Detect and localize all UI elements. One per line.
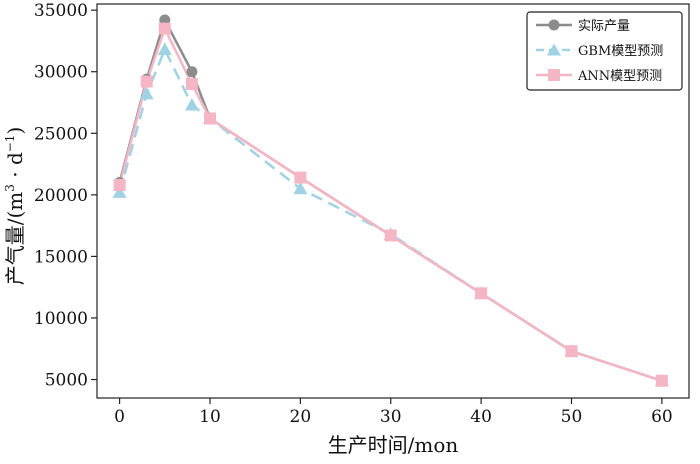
y-axis-title-main: 产气量/(m bbox=[3, 192, 27, 286]
y-axis-title-sup2: −1 bbox=[3, 135, 17, 153]
legend-label-gbm: GBM模型预测 bbox=[578, 44, 663, 59]
point-ann bbox=[158, 22, 171, 35]
legend-box bbox=[526, 11, 683, 91]
y-tick-label: 15000 bbox=[34, 247, 88, 267]
point-ann bbox=[565, 345, 578, 358]
point-ann bbox=[113, 178, 126, 191]
series-line-ann bbox=[118, 27, 663, 382]
plot-frame bbox=[96, 3, 690, 399]
y-tick-label: 5000 bbox=[45, 371, 88, 391]
point-actual bbox=[186, 66, 198, 78]
x-tick-label: 50 bbox=[561, 407, 583, 427]
point-ann bbox=[203, 112, 216, 125]
axis-ticks: 0 10 20 30 40 50 60 5000 10000 15000 20000 25000 300… bbox=[34, 1, 673, 427]
point-ann bbox=[655, 374, 668, 387]
plot-area bbox=[96, 3, 690, 399]
point-ann bbox=[140, 75, 153, 88]
y-axis-title: 产气量/(m3 · d−1) bbox=[3, 127, 27, 286]
x-tick-label: 60 bbox=[651, 407, 673, 427]
point-gbm bbox=[157, 42, 172, 56]
x-tick-label: 0 bbox=[114, 407, 125, 427]
y-tick-label: 25000 bbox=[34, 124, 88, 144]
x-tick-label: 20 bbox=[290, 407, 312, 427]
y-tick-label: 30000 bbox=[34, 63, 88, 83]
legend-label-ann: ANN模型预测 bbox=[577, 69, 662, 84]
point-gbm bbox=[112, 185, 127, 198]
x-tick-label: 40 bbox=[470, 407, 492, 427]
point-ann bbox=[185, 78, 198, 91]
x-tick-label: 10 bbox=[199, 407, 221, 427]
x-axis-title: 生产时间/mon bbox=[328, 433, 459, 457]
point-gbm bbox=[293, 181, 308, 195]
legend-marker-actual bbox=[548, 19, 560, 31]
legend-marker-gbm bbox=[547, 43, 561, 56]
point-gbm bbox=[139, 86, 154, 100]
y-tick-label: 10000 bbox=[34, 309, 88, 329]
x-tick-label: 30 bbox=[380, 407, 402, 427]
y-tick-label: 20000 bbox=[34, 186, 88, 206]
point-ann bbox=[384, 229, 397, 242]
legend-marker-ann bbox=[548, 69, 560, 81]
y-axis-title-mid: · d bbox=[3, 152, 27, 184]
y-axis-title-sup1: 3 bbox=[3, 184, 17, 192]
legend-label-actual: 实际产量 bbox=[578, 19, 630, 34]
point-ann bbox=[475, 287, 488, 300]
point-gbm bbox=[184, 97, 199, 111]
point-ann bbox=[294, 171, 307, 184]
legend: 实际产量 GBM模型预测 ANN模型预测 bbox=[526, 11, 683, 91]
y-axis-title-end: ) bbox=[3, 127, 27, 135]
y-tick-label: 35000 bbox=[34, 1, 88, 21]
